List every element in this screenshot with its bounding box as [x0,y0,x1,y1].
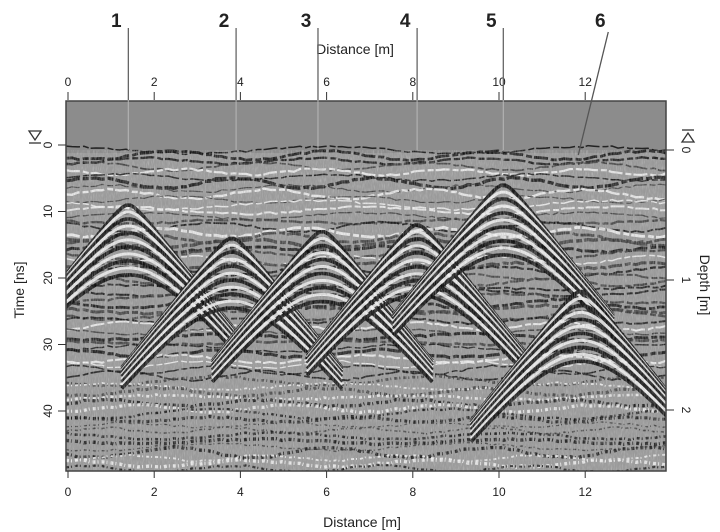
bottom-tick-label: 12 [579,485,593,499]
top-tick-label: 10 [492,75,506,89]
right-tick-label: 2 [679,407,693,414]
bottom-tick-label: 2 [151,485,158,499]
radargram-panel [66,101,666,471]
left-tick-label: 40 [41,404,55,418]
marker-2: 2 [219,11,237,150]
left-tick-label: 20 [41,271,55,285]
marker-3: 3 [301,11,319,150]
marker-label: 6 [595,11,606,32]
right-axis-title: Depth [m] [697,255,713,316]
radargram-frame [65,100,667,472]
marker-4: 4 [400,11,418,150]
top-tick-label: 6 [323,75,330,89]
left-tick-label: 10 [41,205,55,219]
marker-label: 1 [111,11,122,32]
surface-marker-right [680,129,696,143]
marker-label: 4 [400,11,411,32]
left-axis-title: Time [ns] [11,261,27,318]
bottom-tick-label: 6 [323,485,330,499]
surface-marker-left [27,130,43,144]
marker-5: 5 [486,11,504,150]
marker-label: 3 [301,11,312,32]
marker-1: 1 [111,11,129,150]
noise-texture [66,150,666,471]
marker-6: 6 [577,11,609,156]
bottom-tick-label: 8 [409,485,416,499]
top-tick-label: 0 [65,75,72,89]
bottom-axis-title: Distance [m] [323,514,401,530]
right-tick-label: 1 [679,277,693,284]
top-tick-label: 8 [409,75,416,89]
bottom-tick-label: 4 [237,485,244,499]
top-tick-label: 4 [237,75,244,89]
air-band [66,101,666,153]
marker-leader-line [577,31,609,156]
right-tick-label: 0 [679,147,693,154]
bottom-tick-label: 0 [65,485,72,499]
marker-label: 5 [486,11,497,32]
marker-label: 2 [219,11,230,32]
top-tick-label: 12 [579,75,593,89]
top-tick-label: 2 [151,75,158,89]
top-axis-title: Distance [m] [316,41,394,57]
bottom-tick-label: 10 [492,485,506,499]
left-tick-label: 0 [41,141,55,148]
left-tick-label: 30 [41,338,55,352]
